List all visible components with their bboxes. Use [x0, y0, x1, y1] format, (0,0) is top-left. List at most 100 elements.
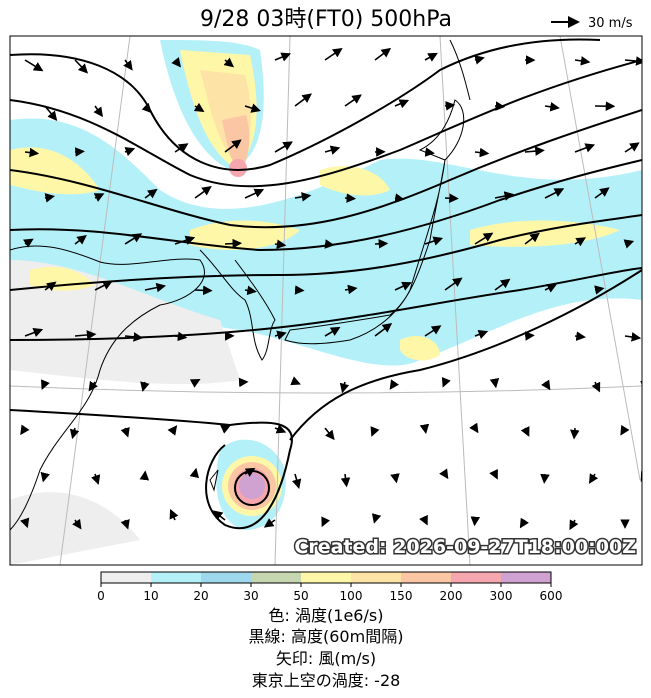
wind-arrow [444, 193, 459, 203]
wind-arrow [419, 514, 428, 526]
wind-arrows [20, 47, 651, 531]
wind-arrow [44, 193, 55, 203]
wind-arrow [263, 518, 276, 528]
colorbar-tick-label: 0 [97, 589, 105, 603]
wind-arrow [274, 239, 287, 250]
caption-line: 矢印: 風(m/s) [276, 649, 376, 668]
wind-arrow [519, 517, 529, 529]
wind-arrow [189, 378, 201, 388]
wind-arrow [624, 332, 642, 342]
wind-arrow [544, 283, 558, 293]
wind-arrow [23, 238, 34, 248]
wind-arrow [339, 381, 350, 394]
colorbar-tick-label: 300 [490, 589, 513, 603]
wind-arrow [374, 47, 392, 61]
wind-arrow [370, 426, 380, 437]
wind-arrow [441, 376, 451, 388]
wind-arrow [645, 101, 651, 106]
wind-arrow [374, 323, 393, 337]
wind-arrow [20, 424, 30, 436]
wind-arrow [93, 193, 105, 202]
colorbar-frame [100, 571, 552, 584]
wind-arrow [524, 146, 545, 156]
colorbar-segment [401, 572, 451, 583]
wind-arrow [40, 471, 50, 483]
title: 9/28 03時(FT0) 500hPa [200, 7, 452, 32]
wind-arrow [124, 332, 144, 342]
wind-arrow [91, 473, 101, 485]
wind-arrow [344, 284, 358, 295]
wind-arrow [474, 55, 485, 65]
map [10, 36, 651, 565]
reference-label: 30 m/s [588, 16, 633, 31]
colorbar-segment [451, 572, 501, 583]
wind-arrow [570, 427, 580, 440]
caption-line: 東京上空の渦度: -28 [252, 671, 401, 690]
wind-arrow [474, 232, 494, 245]
wind-arrow [174, 143, 189, 153]
wind-arrow [374, 239, 389, 249]
wind-arrow [44, 105, 58, 121]
wind-arrow [390, 473, 400, 484]
wind-arrow [324, 47, 343, 61]
wind-arrow [489, 377, 500, 389]
colorbar-tick-label: 200 [440, 589, 463, 603]
map-frame [9, 35, 643, 566]
wind-arrow [520, 426, 530, 437]
wind-arrow [444, 101, 456, 111]
wind-arrow [274, 141, 293, 153]
wind-arrow [167, 425, 178, 436]
wind-arrow [223, 57, 235, 68]
colorbar-tick-label: 30 [243, 589, 258, 603]
colorbar-tick-label: 600 [540, 589, 563, 603]
wind-arrow [20, 517, 30, 529]
wind-arrow [171, 57, 182, 68]
wind-arrow [144, 282, 167, 293]
wind-arrow [274, 424, 287, 434]
wind-arrow [194, 186, 212, 199]
wind-arrow [544, 102, 560, 112]
height-contours [10, 38, 642, 530]
created-stamp: Created: 2026-09-27T18:00:00Z [294, 536, 636, 558]
wind-arrow [120, 518, 130, 530]
wind-arrow [294, 192, 312, 202]
wind-arrow [244, 103, 261, 113]
wind-arrow [324, 145, 341, 155]
colorbar-segment [251, 572, 301, 583]
wind-arrow [294, 93, 312, 107]
wind-arrow [419, 423, 430, 435]
wind-arrow [290, 376, 301, 386]
colorbar-segment [501, 572, 551, 583]
wind-arrow [294, 285, 305, 295]
wind-arrow [244, 188, 265, 199]
wind-arrow [124, 147, 136, 157]
colorbar-segment [101, 572, 151, 583]
wind-arrow [424, 325, 442, 337]
wind-arrow [588, 473, 599, 484]
wind-arrow [594, 285, 605, 295]
wind-arrow [640, 380, 642, 391]
wind-arrow [189, 467, 200, 479]
wind-arrow [74, 59, 89, 74]
wind-arrow [623, 239, 635, 249]
wind-arrow [394, 99, 410, 109]
wind-arrow [371, 513, 382, 524]
wind-arrow [574, 56, 591, 66]
wind-arrow [24, 147, 40, 158]
wind-arrow [540, 473, 550, 484]
colorbar-tick-label: 10 [143, 589, 158, 603]
wind-arrow [174, 235, 196, 245]
wind-arrow [291, 473, 302, 489]
wind-arrow [141, 102, 152, 114]
wind-arrow [541, 379, 551, 391]
wind-arrow [220, 425, 231, 434]
wind-arrow [74, 234, 87, 245]
wind-arrow [424, 52, 438, 62]
wind-arrow [574, 237, 586, 247]
wind-arrow [389, 379, 400, 390]
wind-arrow [144, 188, 158, 199]
wind-arrow [93, 105, 103, 118]
wind-arrow [489, 468, 498, 480]
wind-arrow [494, 101, 506, 111]
